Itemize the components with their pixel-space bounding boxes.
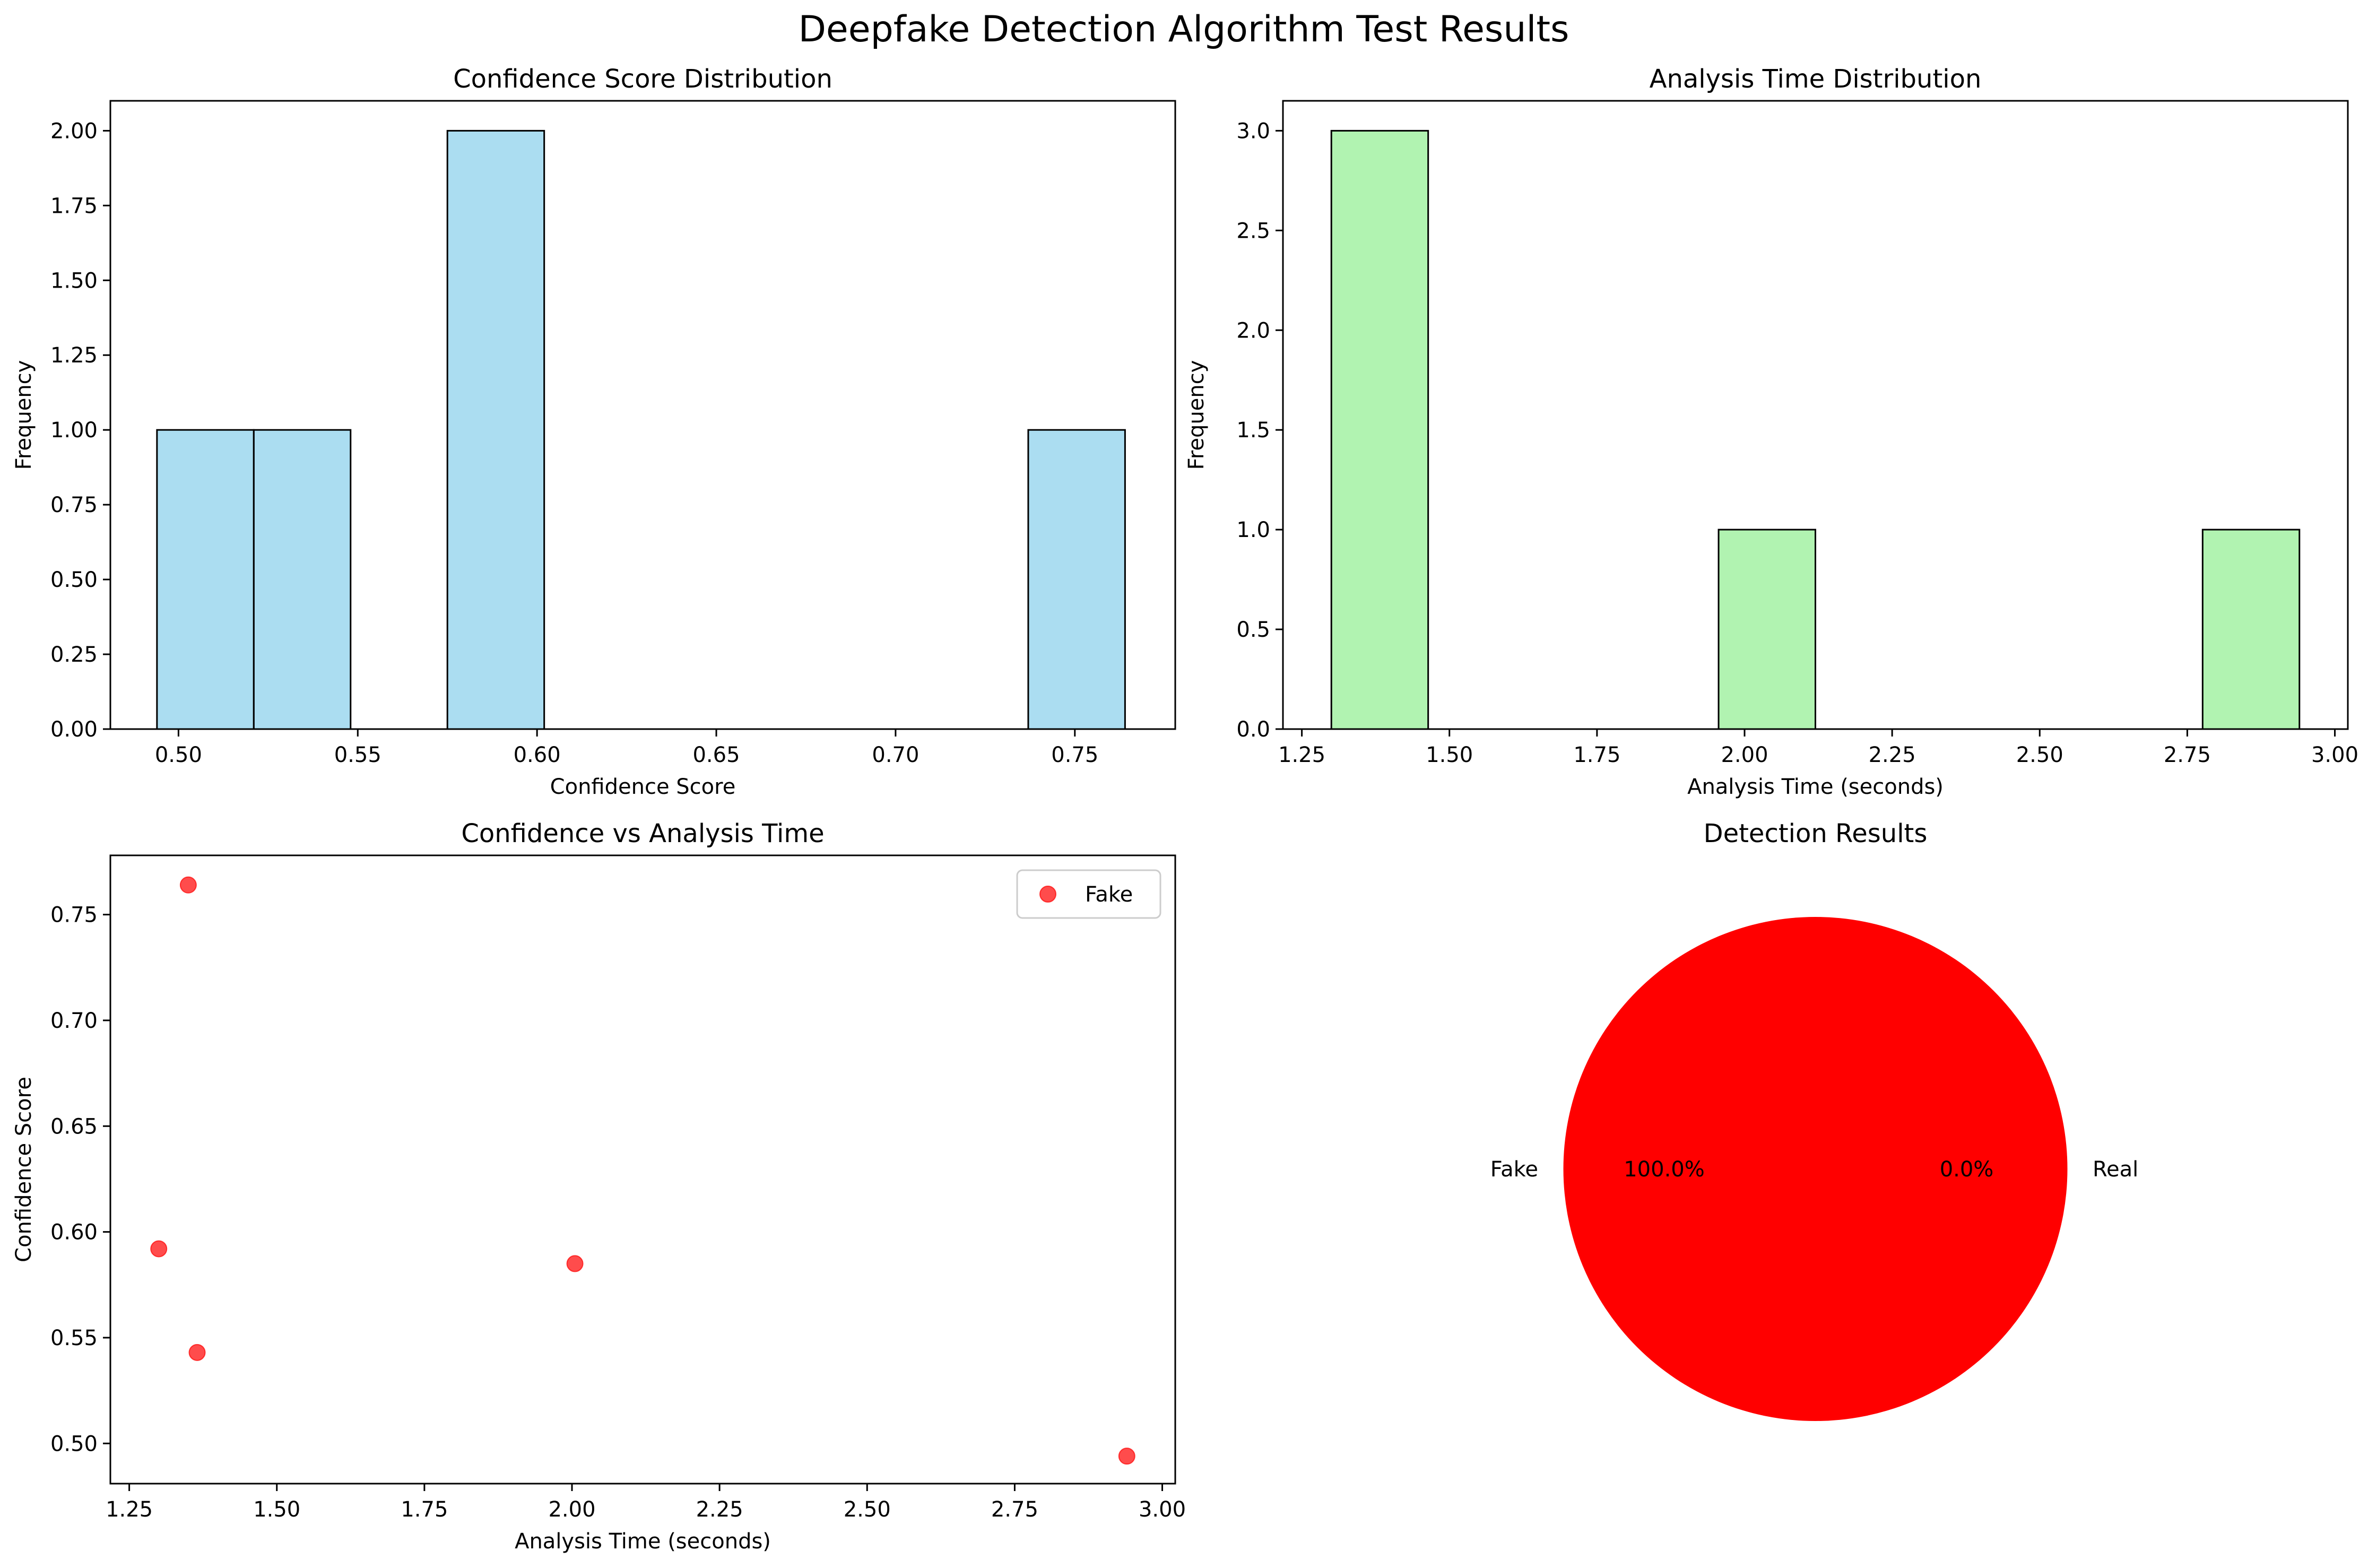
- y-tick-label: 0.0: [1236, 717, 1270, 742]
- analysis-time-histogram-panel: Analysis Time Distribution Analysis Time …: [1184, 64, 2358, 799]
- x-tick-label: 0.65: [692, 743, 740, 767]
- detection-results-pie-panel: Detection Results Fake 100.0% Real 0.0%: [1490, 819, 2138, 1421]
- chart-title: Analysis Time Distribution: [1650, 64, 1982, 94]
- y-axis-label: Frequency: [12, 360, 36, 470]
- x-tick-label: 0.70: [872, 743, 919, 767]
- x-tick-label: 1.25: [106, 1497, 153, 1522]
- histogram-bar: [446, 129, 545, 730]
- x-tick-label: 2.75: [991, 1497, 1038, 1522]
- x-tick-label: 2.00: [1721, 743, 1768, 767]
- y-tick-label: 0.25: [50, 643, 98, 667]
- scatter-point: [150, 1240, 168, 1258]
- y-tick-label: 1.50: [50, 268, 98, 293]
- scatter-point: [188, 1344, 206, 1361]
- x-tick-label: 1.50: [1426, 743, 1473, 767]
- x-tick-label: 0.75: [1051, 743, 1098, 767]
- chart-title: Detection Results: [1704, 819, 1928, 848]
- y-tick-label: 1.5: [1236, 418, 1270, 443]
- confidence-vs-time-scatter-panel: Confidence vs Analysis Time Analysis Time…: [12, 819, 1186, 1554]
- pie-label: Fake: [1490, 1157, 1538, 1182]
- x-tick-label: 2.25: [696, 1497, 743, 1522]
- y-tick-label: 0.60: [50, 1220, 98, 1245]
- y-tick-label: 1.25: [50, 343, 98, 368]
- axes-frame: [1282, 100, 2349, 730]
- y-tick-label: 1.00: [50, 418, 98, 443]
- x-tick-label: 3.00: [2311, 743, 2358, 767]
- histogram-bar: [253, 429, 352, 730]
- legend-marker: [1039, 886, 1056, 903]
- figure-title: Deepfake Detection Algorithm Test Result…: [799, 8, 1569, 50]
- x-tick-label: 0.60: [514, 743, 561, 767]
- scatter-point: [1118, 1448, 1135, 1465]
- y-tick-label: 2.00: [50, 119, 98, 143]
- pie-percent-label: 100.0%: [1624, 1157, 1705, 1182]
- x-tick-label: 0.55: [334, 743, 381, 767]
- y-tick-label: 0.75: [50, 493, 98, 517]
- pie-label: Real: [2093, 1157, 2138, 1182]
- y-tick-label: 0.5: [1236, 618, 1270, 642]
- y-tick-label: 1.75: [50, 194, 98, 218]
- scatter-point: [566, 1255, 584, 1272]
- y-tick-label: 2.0: [1236, 318, 1270, 343]
- y-tick-label: 0.50: [50, 1432, 98, 1456]
- axes-frame: [109, 854, 1176, 1485]
- y-tick-label: 0.55: [50, 1326, 98, 1350]
- axes-frame: [109, 100, 1176, 730]
- x-tick-label: 3.00: [1139, 1497, 1186, 1522]
- histogram-bar: [1027, 429, 1126, 730]
- chart-title: Confidence Score Distribution: [453, 64, 832, 94]
- legend-label: Fake: [1085, 882, 1133, 907]
- x-tick-label: 1.25: [1278, 743, 1325, 767]
- x-tick-label: 2.00: [548, 1497, 595, 1522]
- x-tick-label: 2.75: [2164, 743, 2211, 767]
- histogram-bar: [1718, 529, 1816, 730]
- pie-slice: [1563, 917, 2068, 1421]
- x-axis-label: Analysis Time (seconds): [1687, 775, 1944, 799]
- legend-box: [1016, 869, 1161, 919]
- y-tick-label: 3.0: [1236, 119, 1270, 143]
- x-tick-label: 1.75: [1573, 743, 1620, 767]
- y-tick-label: 0.65: [50, 1114, 98, 1139]
- y-tick-label: 0.00: [50, 717, 98, 742]
- x-tick-label: 1.75: [401, 1497, 448, 1522]
- confidence-histogram-panel: Confidence Score Distribution Confidence …: [12, 64, 1176, 799]
- chart-title: Confidence vs Analysis Time: [461, 819, 824, 848]
- y-axis-label: Frequency: [1184, 360, 1209, 470]
- histogram-bar: [2201, 529, 2301, 730]
- x-tick-label: 2.25: [1869, 743, 1916, 767]
- y-axis-label: Confidence Score: [12, 1077, 36, 1262]
- y-tick-label: 1.0: [1236, 518, 1270, 542]
- scatter-point: [179, 876, 197, 894]
- pie-percent-label: 0.0%: [1940, 1157, 1994, 1182]
- x-tick-label: 1.50: [253, 1497, 300, 1522]
- histogram-bar: [1330, 129, 1429, 730]
- y-tick-label: 0.50: [50, 568, 98, 592]
- histogram-bar: [156, 429, 255, 730]
- x-tick-label: 0.50: [155, 743, 202, 767]
- y-tick-label: 2.5: [1236, 219, 1270, 243]
- y-tick-label: 0.75: [50, 903, 98, 928]
- y-tick-label: 0.70: [50, 1009, 98, 1033]
- x-tick-label: 2.50: [844, 1497, 891, 1522]
- x-tick-label: 2.50: [2016, 743, 2063, 767]
- x-axis-label: Analysis Time (seconds): [515, 1529, 771, 1554]
- x-axis-label: Confidence Score: [550, 775, 736, 799]
